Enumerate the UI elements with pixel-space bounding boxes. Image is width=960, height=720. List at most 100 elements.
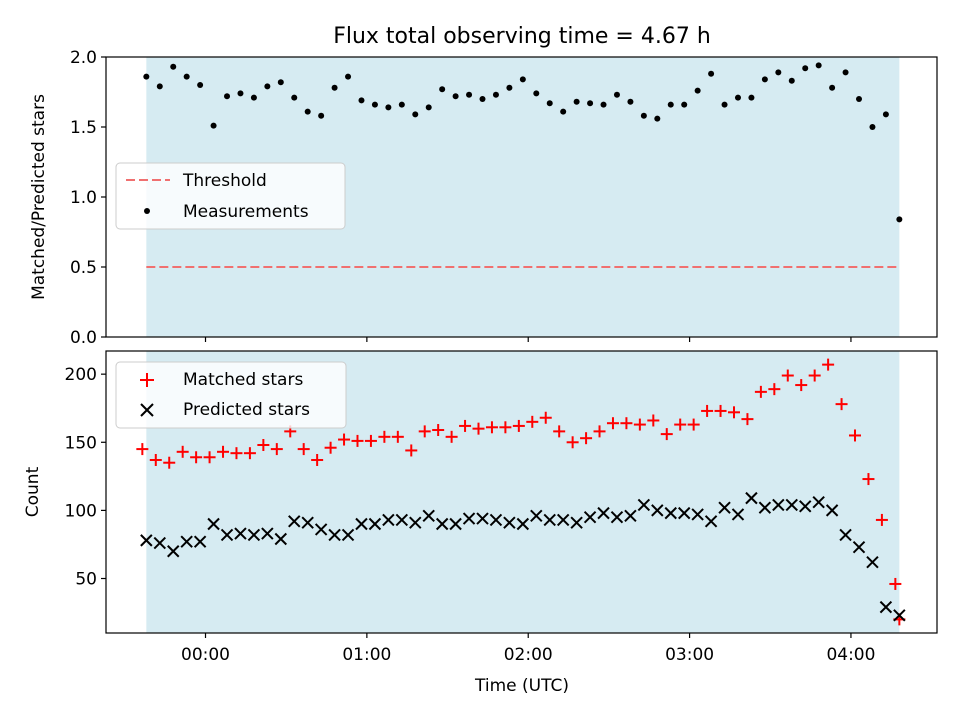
measurement-point [183, 73, 190, 80]
measurement-point [856, 96, 863, 102]
predicted-star-point [624, 509, 637, 523]
matched-star-point [633, 418, 646, 431]
measurement-point [627, 98, 634, 105]
measurement-point [506, 84, 513, 91]
predicted-star-point [530, 509, 543, 523]
top-panel: 0.00.51.01.52.0 Matched/Predicted stars … [29, 48, 938, 348]
measurement-points [143, 62, 903, 223]
measurement-point [318, 112, 325, 119]
matched-star-point [445, 430, 458, 443]
predicted-star-point [731, 508, 745, 521]
top-y-tick-label: 2.0 [70, 48, 97, 68]
predicted-star-point [395, 513, 409, 527]
predicted-star-point [503, 516, 516, 529]
measurement-point [681, 101, 688, 108]
measurement-point [694, 87, 701, 94]
predicted-star-point [866, 555, 879, 569]
predicted-star-point [288, 515, 301, 528]
matched-star-point [297, 443, 310, 456]
top-legend: Threshold Measurements [115, 162, 346, 230]
predicted-star-point [328, 528, 341, 542]
predicted-star-point [879, 600, 893, 614]
predicted-star-point [409, 516, 422, 529]
matched-star-point [163, 456, 176, 469]
measurement-point [842, 69, 849, 76]
matched-star-point [580, 432, 593, 445]
bottom-y-tick-label: 200 [65, 365, 97, 385]
matched-star-point [432, 424, 445, 437]
measurement-point [425, 104, 432, 111]
measurement-point [829, 84, 836, 91]
matched-star-point [674, 418, 687, 431]
matched-star-point [324, 441, 337, 454]
matched-star-point [230, 447, 243, 460]
measurement-point [667, 101, 674, 108]
predicted-star-point [745, 491, 758, 505]
measurement-point [412, 111, 419, 118]
predicted-star-point [449, 517, 462, 531]
measurement-point [277, 79, 284, 86]
predicted-star-point [718, 501, 731, 514]
matched-star-point [338, 433, 351, 446]
count-points [136, 358, 906, 626]
matched-star-point [553, 425, 566, 438]
legend-threshold-label: Threshold [182, 171, 267, 191]
x-tick-label: 04:00 [826, 645, 875, 665]
measurement-point [170, 63, 177, 70]
measurement-point [466, 91, 473, 98]
top-y-tick-label: 0.0 [70, 328, 97, 348]
predicted-star-point [570, 516, 583, 529]
measurement-point [237, 90, 244, 97]
predicted-star-point [247, 528, 261, 542]
measurement-point [613, 91, 620, 98]
chart-title: Flux total observing time = 4.67 h [333, 24, 711, 49]
predicted-star-point [301, 516, 314, 529]
matched-star-point [136, 443, 149, 456]
top-y-tick-label: 0.5 [70, 258, 97, 278]
measurement-point [896, 216, 903, 223]
matched-star-point [687, 418, 700, 431]
measurement-point [439, 86, 446, 93]
matched-star-point [405, 444, 418, 457]
top-y-tick-label: 1.5 [70, 118, 97, 138]
measurement-point [533, 90, 540, 97]
predicted-star-point [825, 504, 839, 517]
matched-star-point [768, 383, 781, 396]
bottom-legend: Matched stars Predicted stars [115, 361, 347, 429]
matched-star-point [875, 513, 888, 526]
matched-star-point [243, 447, 256, 460]
predicted-star-point [758, 501, 772, 514]
measurement-point [210, 122, 217, 129]
top-legend-box [115, 162, 346, 230]
predicted-star-point [772, 498, 785, 512]
matched-star-point [862, 473, 875, 486]
matched-star-point [203, 451, 216, 464]
predicted-star-point [893, 609, 906, 622]
bottom-panel: 50 100 150 200 00:00 01:00 02:00 03:00 04:00 Co… [23, 350, 938, 696]
bottom-y-axis-label: Count [23, 466, 43, 517]
matched-star-point [499, 421, 512, 434]
bottom-y-tick-label: 50 [75, 570, 97, 590]
measurement-point [815, 62, 822, 69]
matched-star-point [754, 385, 767, 398]
measurement-point [224, 93, 231, 100]
x-tick-label: 03:00 [665, 645, 714, 665]
predicted-star-point [677, 506, 691, 520]
matched-star-point [217, 445, 230, 458]
measurement-point [264, 83, 271, 90]
measurement-point [882, 111, 889, 118]
bottom-x-ticks: 00:00 01:00 02:00 03:00 04:00 [181, 633, 875, 665]
x-tick-label: 00:00 [181, 645, 230, 665]
predicted-star-point [435, 517, 449, 531]
bottom-legend-box [115, 361, 347, 429]
predicted-star-point [382, 513, 395, 527]
predicted-star-point [610, 510, 624, 524]
predicted-star-point [516, 517, 530, 531]
matched-star-point [714, 404, 727, 417]
top-y-tick-label: 1.0 [70, 188, 97, 208]
measurement-point [143, 73, 150, 80]
legend-predicted-label: Predicted stars [183, 400, 310, 420]
measurement-point [358, 97, 365, 104]
predicted-star-point [234, 527, 247, 540]
